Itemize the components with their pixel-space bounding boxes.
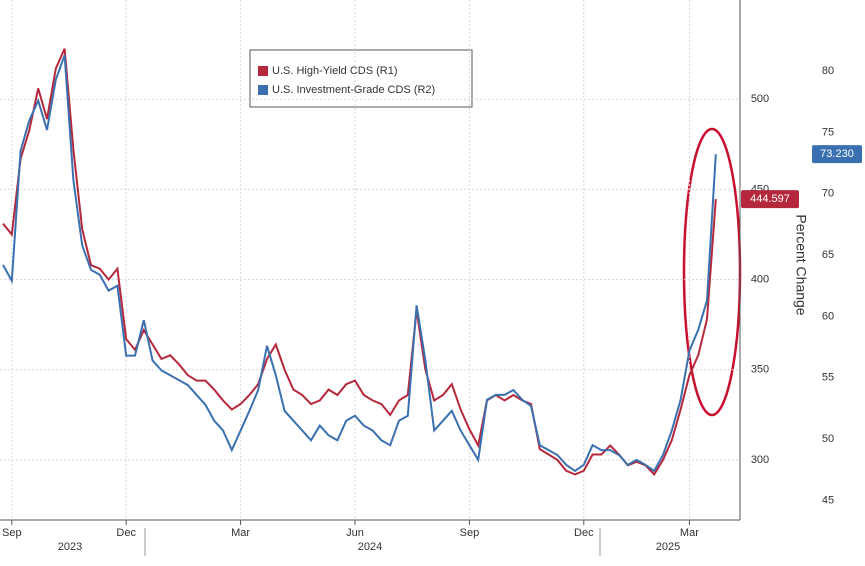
year-label: 2024 [358,541,382,553]
series-line [2,48,717,476]
y2-tick-label: 50 [822,433,834,445]
y2-tick-label: 65 [822,249,834,261]
series-line [2,54,717,473]
end-badge [812,145,862,164]
end-value-label: 444.597 [750,193,790,205]
x-tick-label: Jun [346,527,364,539]
legend-label: U.S. High-Yield CDS (R1) [272,65,398,77]
legend-label: U.S. Investment-Grade CDS (R2) [272,84,435,96]
highlight-ellipse [682,127,742,417]
legend-swatch [258,66,268,76]
x-tick-label: Mar [231,527,250,539]
x-tick-label: Dec [116,527,136,539]
y-tick-label: 350 [751,364,769,376]
year-label: 2023 [58,541,82,553]
end-badge [741,190,799,209]
y2-tick-label: 80 [822,65,834,77]
y-tick-label: 500 [751,93,769,105]
y2-tick-label: 45 [822,494,834,506]
y2-tick-label: 60 [822,310,834,322]
y2-axis-title: Percent Change [793,214,809,315]
y2-tick-label: 55 [822,372,834,384]
x-tick-label: Sep [460,527,480,539]
year-label: 2025 [656,541,680,553]
y2-tick-label: 75 [822,126,834,138]
y2-tick-label: 70 [822,188,834,200]
legend-swatch [258,85,268,95]
x-tick-label: Sep [2,527,22,539]
y-tick-label: 300 [751,454,769,466]
legend-box [249,49,473,108]
x-tick-label: Mar [680,527,699,539]
x-tick-label: Dec [574,527,594,539]
y-tick-label: 400 [751,273,769,285]
end-value-label: 73.230 [820,148,854,160]
